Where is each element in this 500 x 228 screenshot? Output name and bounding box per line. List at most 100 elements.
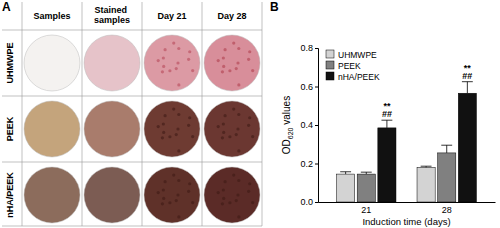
y-tick: 0.2 [300, 159, 318, 169]
stain-spot [221, 202, 224, 205]
x-tick: 28 [442, 202, 452, 215]
stain-spot [191, 69, 194, 72]
legend-swatch [326, 50, 334, 58]
stain-spot [232, 41, 235, 44]
row-header: nHA/PEEK [5, 172, 15, 218]
bar [417, 167, 435, 202]
y-tick-label: 0.0 [300, 197, 313, 207]
stain-spot [222, 197, 225, 200]
stain-spot [222, 122, 225, 125]
table-rule [202, 2, 203, 226]
x-tick-label: 21 [361, 205, 371, 215]
panel-label: B [270, 0, 279, 14]
stain-spot [176, 193, 179, 196]
stain-spot [175, 67, 178, 70]
stain-spot [237, 179, 240, 182]
table-rule [2, 226, 262, 227]
x-axis-line [319, 202, 496, 203]
bar [458, 93, 476, 202]
x-axis-title: Induction time (days) [362, 216, 450, 227]
stain-spot [247, 124, 250, 127]
y-tick: 0.6 [300, 82, 318, 92]
y-tick: 0.0 [300, 197, 318, 207]
stain-spot [237, 47, 240, 50]
y-tick: 0.8 [300, 43, 318, 53]
stain-spot [172, 173, 175, 176]
stain-spot [162, 197, 165, 200]
legend-label: nHA/PEEK [338, 72, 380, 82]
stain-spot [237, 149, 240, 152]
row-header: UHMWPE [5, 43, 15, 84]
stain-spot [236, 61, 239, 64]
stain-spot [161, 70, 164, 73]
table-rule [2, 30, 262, 31]
sample-disc [144, 35, 200, 91]
stain-spot [177, 47, 180, 50]
stain-spot [161, 202, 164, 205]
stain-spot [217, 125, 220, 128]
column-header: Stained samples [94, 5, 130, 25]
stain-spot [177, 215, 180, 218]
y-axis: 0.0 0.2 0.4 0.6 0.8 [300, 43, 318, 207]
stain-spot [188, 116, 191, 119]
sample-disc [84, 167, 140, 223]
error-bar [441, 145, 452, 153]
stain-spot [251, 201, 254, 204]
sample-disc [144, 101, 200, 157]
stain-spot [237, 113, 240, 116]
sample-disc [84, 35, 140, 91]
stain-spot [163, 180, 166, 183]
stain-spot [236, 127, 239, 130]
stain-spot [187, 124, 190, 127]
error-bar [361, 172, 372, 174]
stain-spot [163, 48, 166, 51]
stain-spot [237, 83, 240, 86]
stain-spot [223, 180, 226, 183]
stain-spot [221, 136, 224, 139]
x-tick-label: 28 [442, 205, 452, 215]
stain-spot [188, 182, 191, 185]
x-axis: 21 28 [319, 202, 496, 215]
sample-disc [204, 35, 260, 91]
stain-spot [223, 48, 226, 51]
bars [337, 82, 477, 202]
stain-spot [168, 135, 171, 138]
legend-label: UHMWPE [338, 50, 377, 60]
sample-grid: SamplesStained samplesDay 21Day 28UHMWPE… [2, 2, 262, 226]
stain-spot [161, 136, 164, 139]
stain-spot [176, 61, 179, 64]
y-tick-label: 0.2 [300, 159, 313, 169]
legend-label: PEEK [338, 61, 361, 71]
sample-disc [204, 167, 260, 223]
stain-spot [222, 131, 225, 134]
stain-spot [221, 70, 224, 73]
stain-spot [162, 188, 165, 191]
stain-spot [172, 107, 175, 110]
stain-spot [228, 69, 231, 72]
stain-spot [235, 133, 238, 136]
stain-spot [222, 56, 225, 59]
stain-spot [217, 191, 220, 194]
panel-label: A [2, 0, 11, 14]
y-tick-mark [315, 125, 318, 126]
table-rule [2, 162, 262, 163]
column-header: Samples [33, 11, 70, 21]
stain-spot [235, 199, 238, 202]
table-rule [22, 2, 23, 226]
significance-mark: ## [382, 109, 392, 119]
y-tick-mark [315, 48, 318, 49]
stain-spot [247, 58, 250, 61]
y-axis-title: OD620 values [281, 96, 294, 154]
stain-spot [157, 59, 160, 62]
sample-disc [144, 167, 200, 223]
stain-spot [177, 179, 180, 182]
stain-spot [175, 199, 178, 202]
y-tick-label: 0.4 [300, 120, 313, 130]
stain-spot [187, 58, 190, 61]
column-header: Day 21 [157, 11, 186, 21]
stain-spot [157, 191, 160, 194]
table-rule [82, 2, 83, 226]
stain-spot [176, 127, 179, 130]
table-rule [142, 2, 143, 226]
stain-spot [187, 190, 190, 193]
